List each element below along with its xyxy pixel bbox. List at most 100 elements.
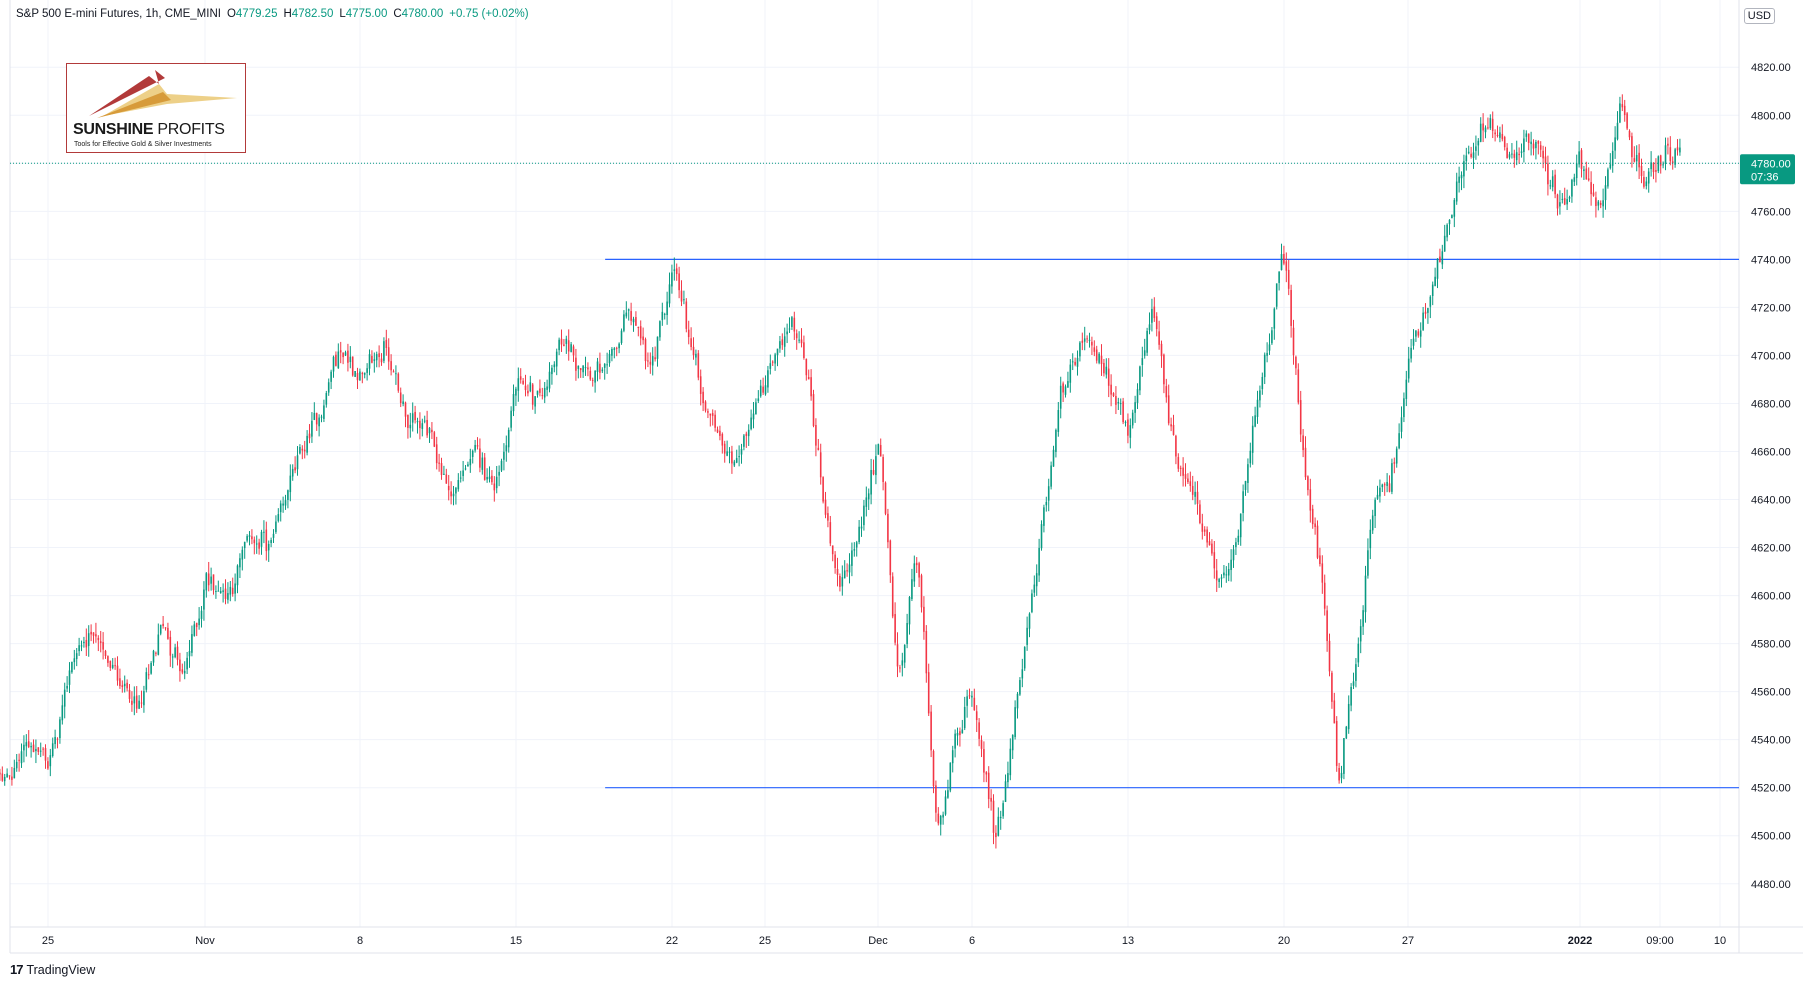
y-tick-label: 4820.00 xyxy=(1751,62,1791,74)
currency-button[interactable]: USD xyxy=(1743,8,1775,24)
candle-body xyxy=(1021,669,1024,679)
candle-body xyxy=(1583,169,1585,172)
candle-body xyxy=(299,447,301,454)
candle-body xyxy=(711,413,714,416)
candle-body xyxy=(1626,113,1628,129)
candle-body xyxy=(1182,467,1184,476)
y-tick-label: 4500.00 xyxy=(1751,831,1791,843)
candle-body xyxy=(1057,409,1060,432)
candle-body xyxy=(963,706,966,729)
candle-body xyxy=(253,539,256,544)
candle-body xyxy=(8,775,11,777)
candle-body xyxy=(1549,185,1552,187)
candle-body xyxy=(939,815,942,825)
candle-body xyxy=(109,660,112,668)
y-tick-label: 4740.00 xyxy=(1751,254,1791,266)
candle-body xyxy=(1475,146,1477,151)
candle-body xyxy=(1407,358,1410,379)
candle-body xyxy=(959,731,961,736)
candle-body xyxy=(1518,153,1520,156)
candle-body xyxy=(1249,450,1252,464)
candle-body xyxy=(683,299,685,301)
candle-body xyxy=(877,444,880,455)
candle-body xyxy=(457,479,460,490)
x-tick-label: 15 xyxy=(510,935,522,947)
candle-body xyxy=(1004,781,1007,802)
candle-body xyxy=(1429,296,1432,307)
high-value: 4782.50 xyxy=(291,8,334,20)
candle-body xyxy=(1127,419,1129,436)
candle-body xyxy=(236,565,239,586)
candle-body xyxy=(1091,341,1093,346)
candle-body xyxy=(1340,772,1343,779)
candle-body xyxy=(884,482,887,514)
candle-body xyxy=(1323,582,1326,609)
candle-body xyxy=(1479,123,1482,142)
candle-body xyxy=(767,370,769,388)
candle-body xyxy=(627,309,630,311)
candle-body xyxy=(1542,150,1544,159)
horizontal-lines xyxy=(605,258,1739,789)
candle-body xyxy=(971,695,973,698)
candle-body xyxy=(1050,465,1052,487)
candle-body xyxy=(728,451,731,453)
candle-body xyxy=(1427,308,1429,313)
candle-body xyxy=(927,672,930,714)
candle-body xyxy=(1242,491,1244,513)
candle-body xyxy=(582,365,584,373)
candle-body xyxy=(800,339,803,344)
x-tick-label: 25 xyxy=(42,935,54,947)
candle-body xyxy=(1379,487,1381,497)
candle-body xyxy=(690,338,692,348)
candle-body xyxy=(738,456,740,458)
candle-body xyxy=(872,469,875,475)
candle-body xyxy=(56,738,59,740)
candle-body xyxy=(1148,324,1151,331)
candle-body xyxy=(740,448,743,455)
candle-body xyxy=(750,417,752,430)
candle-body xyxy=(315,413,318,425)
candles xyxy=(0,94,1681,849)
candle-body xyxy=(687,329,690,338)
candle-body xyxy=(181,669,184,673)
candle-body xyxy=(229,586,232,595)
candle-body xyxy=(793,317,796,332)
candle-body xyxy=(363,372,366,375)
candle-body xyxy=(786,331,788,335)
candle-body xyxy=(515,388,517,396)
candle-body xyxy=(186,657,188,670)
candle-body xyxy=(1040,524,1043,549)
candle-body xyxy=(1575,163,1578,179)
candle-body xyxy=(404,402,407,417)
candle-body xyxy=(618,343,620,349)
candle-body xyxy=(275,521,277,532)
candle-body xyxy=(608,353,611,364)
candle-body xyxy=(390,361,392,371)
candle-body xyxy=(1547,163,1549,185)
candle-body xyxy=(961,729,964,734)
candle-body xyxy=(1393,462,1396,464)
candle-body xyxy=(342,352,344,358)
candle-body xyxy=(656,336,659,359)
candle-body xyxy=(306,435,308,453)
candle-body xyxy=(145,672,148,690)
candle-body xyxy=(1223,572,1225,576)
candle-body xyxy=(591,379,594,381)
candle-body xyxy=(1424,311,1427,314)
candle-body xyxy=(1191,485,1194,495)
candle-body xyxy=(1122,401,1124,423)
candle-body xyxy=(284,500,287,506)
candle-body xyxy=(1587,178,1590,181)
candle-body xyxy=(680,290,683,302)
candle-body xyxy=(1184,474,1187,479)
candle-body xyxy=(531,384,534,405)
candle-body xyxy=(97,637,100,641)
candle-body xyxy=(1028,613,1031,629)
candle-body xyxy=(1604,185,1607,201)
x-tick-label: Dec xyxy=(868,935,888,947)
candle-body xyxy=(764,385,767,395)
candle-body xyxy=(258,542,260,549)
candle-body xyxy=(911,579,913,599)
candle-body xyxy=(116,665,119,681)
